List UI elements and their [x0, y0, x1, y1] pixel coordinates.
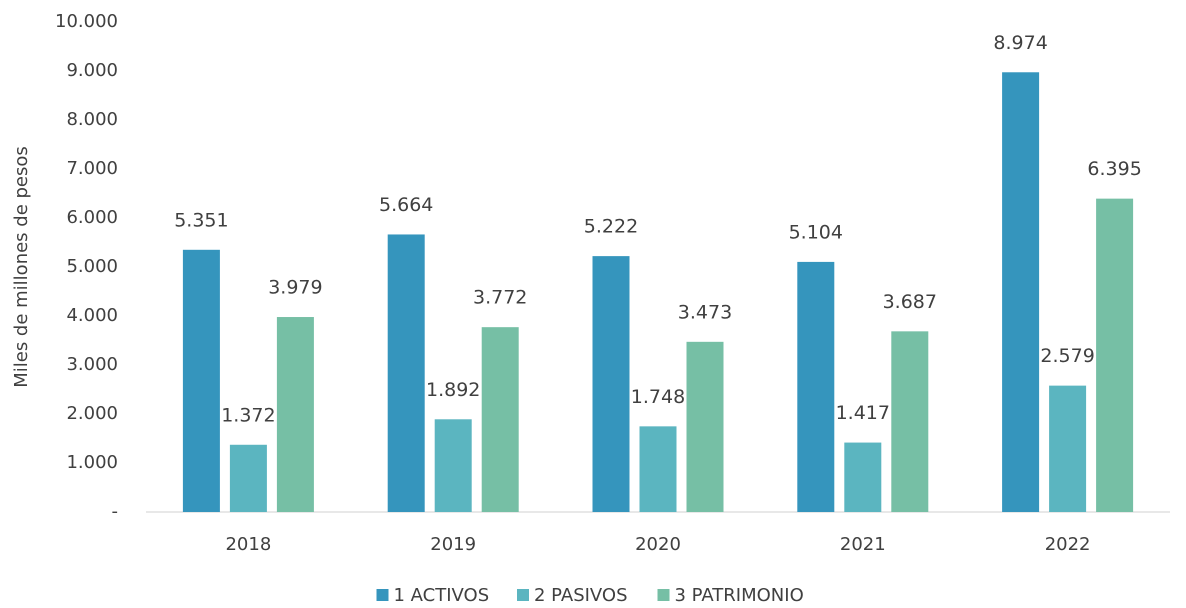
- value-label: 6.395: [1087, 158, 1141, 180]
- y-tick-label: 1.000: [66, 452, 118, 473]
- value-label: 3.772: [473, 287, 527, 309]
- bar: [229, 444, 267, 512]
- bar: [182, 249, 220, 512]
- x-tick-label: 2020: [635, 534, 681, 555]
- y-tick-label: 3.000: [66, 354, 118, 375]
- y-tick-label: 9.000: [66, 60, 118, 81]
- value-label: 1.372: [221, 404, 275, 426]
- value-label: 8.974: [993, 32, 1047, 54]
- y-tick-label: 4.000: [66, 305, 118, 326]
- value-label: 5.104: [789, 221, 843, 243]
- legend-swatch: [517, 589, 529, 601]
- bar: [639, 426, 677, 512]
- value-label: 3.979: [268, 277, 322, 299]
- bar: [276, 317, 314, 512]
- y-tick-label: 8.000: [66, 109, 118, 130]
- bar: [592, 256, 630, 512]
- bar: [481, 327, 519, 512]
- legend-swatch: [376, 589, 389, 601]
- value-label: 2.579: [1040, 345, 1094, 367]
- y-tick-label: -: [112, 501, 119, 522]
- value-label: 5.664: [379, 194, 433, 216]
- bar: [1096, 198, 1134, 512]
- value-label: 5.222: [584, 216, 638, 238]
- x-tick-label: 2019: [430, 534, 476, 555]
- bar: [844, 442, 882, 512]
- bar: [891, 331, 929, 512]
- y-tick-label: 6.000: [66, 207, 118, 228]
- y-axis-label: Miles de millones de pesos: [11, 146, 32, 388]
- y-tick-label: 2.000: [66, 403, 118, 424]
- value-label: 5.351: [174, 209, 228, 231]
- y-tick-label: 10.000: [55, 11, 118, 32]
- legend-label: 2 PASIVOS: [534, 585, 628, 606]
- y-tick-label: 7.000: [66, 158, 118, 179]
- bar: [387, 234, 425, 513]
- bar: [686, 341, 724, 512]
- bar: [797, 261, 835, 512]
- x-tick-label: 2021: [840, 534, 886, 555]
- value-label: 3.687: [883, 291, 937, 313]
- bar: [1002, 72, 1040, 513]
- x-tick-label: 2018: [225, 534, 271, 555]
- value-label: 1.892: [426, 379, 480, 401]
- value-label: 1.417: [836, 402, 890, 424]
- value-label: 1.748: [631, 386, 685, 408]
- legend-label: 3 PATRIMONIO: [675, 585, 804, 606]
- bar: [1049, 385, 1087, 512]
- y-tick-label: 5.000: [66, 256, 118, 277]
- bar: [434, 419, 472, 512]
- value-label: 3.473: [678, 301, 732, 323]
- legend-swatch: [657, 589, 670, 601]
- legend-label: 1 ACTIVOS: [394, 585, 490, 606]
- x-tick-label: 2022: [1045, 534, 1091, 555]
